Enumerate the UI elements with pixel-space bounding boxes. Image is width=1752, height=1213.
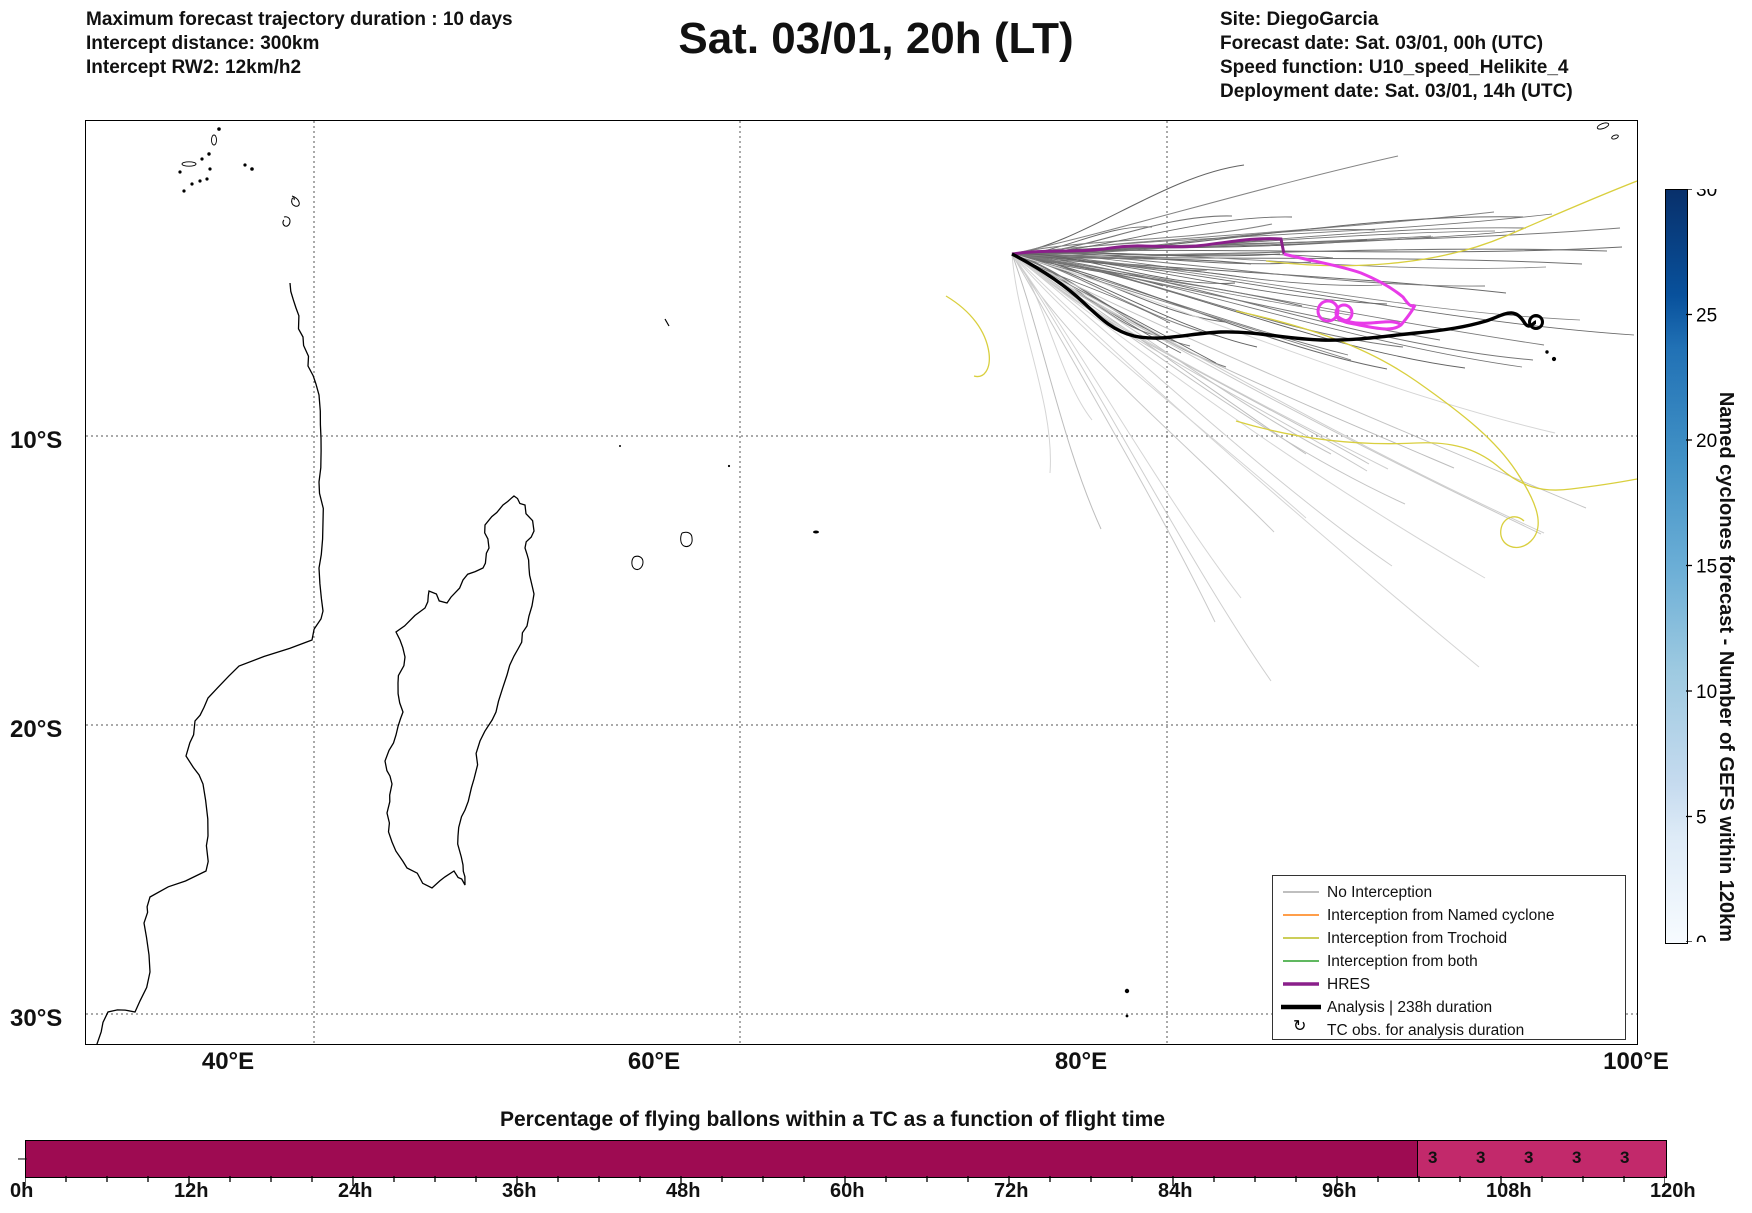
svg-text:5: 5: [1696, 808, 1707, 829]
svg-text:↻: ↻: [1293, 1018, 1306, 1035]
svg-text:0: 0: [1696, 933, 1707, 942]
